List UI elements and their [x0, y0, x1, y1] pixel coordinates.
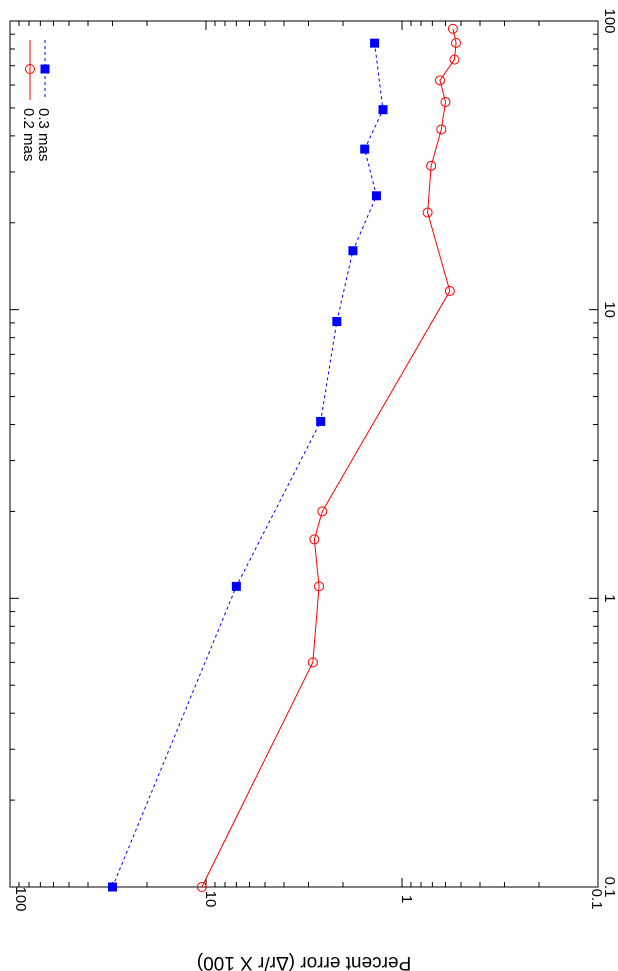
y-tick-label: 1: [398, 895, 415, 903]
data-point: [434, 75, 445, 86]
data-point: [196, 882, 207, 892]
data-point: [378, 105, 388, 115]
legend-marker: [40, 64, 50, 74]
data-point: [316, 416, 326, 426]
y-tick-label: 100: [12, 886, 29, 911]
series-line: [112, 43, 384, 888]
x-tick-label: 0.1: [601, 877, 618, 898]
data-point: [440, 97, 451, 108]
data-point: [371, 191, 381, 201]
data-point: [370, 38, 380, 48]
data-point: [332, 316, 342, 326]
y-tick-label: 10: [202, 891, 219, 908]
data-point: [447, 23, 458, 34]
y-tick-label: 0.1: [588, 889, 605, 910]
data-point: [449, 54, 460, 65]
x-tick-label: 10: [601, 301, 618, 318]
data-point: [317, 506, 328, 517]
series-line: [201, 28, 457, 888]
data-point: [348, 246, 358, 256]
data-point: [309, 534, 320, 545]
data-point: [231, 581, 241, 591]
data-point: [436, 124, 447, 135]
series-2: [107, 38, 388, 892]
series-1: [196, 23, 462, 892]
data-point: [360, 144, 370, 154]
legend-item: 0.2 mas: [20, 40, 37, 161]
x-tick-label: 1: [601, 594, 618, 602]
legend-marker: [25, 64, 35, 74]
legend-item: 0.3 mas: [35, 40, 52, 161]
data-point: [307, 657, 318, 668]
axis-tick-labels: 0.1 1 10 100 100 10 1 0.1: [12, 8, 618, 911]
data-point: [314, 581, 325, 592]
y-axis-label: Percent error (Δr/r X 100): [197, 952, 411, 971]
legend-label: 0.3 mas: [35, 108, 52, 161]
data-point: [107, 882, 117, 892]
axis-ticks: [9, 20, 599, 888]
plot-frame: [9, 20, 599, 888]
legend-label: 0.2 mas: [20, 108, 37, 161]
data-point: [422, 207, 433, 218]
x-tick-label: 100: [601, 8, 618, 33]
data-point: [426, 160, 437, 171]
series-layer: [107, 23, 462, 892]
data-point: [451, 37, 462, 48]
data-point: [444, 286, 455, 297]
